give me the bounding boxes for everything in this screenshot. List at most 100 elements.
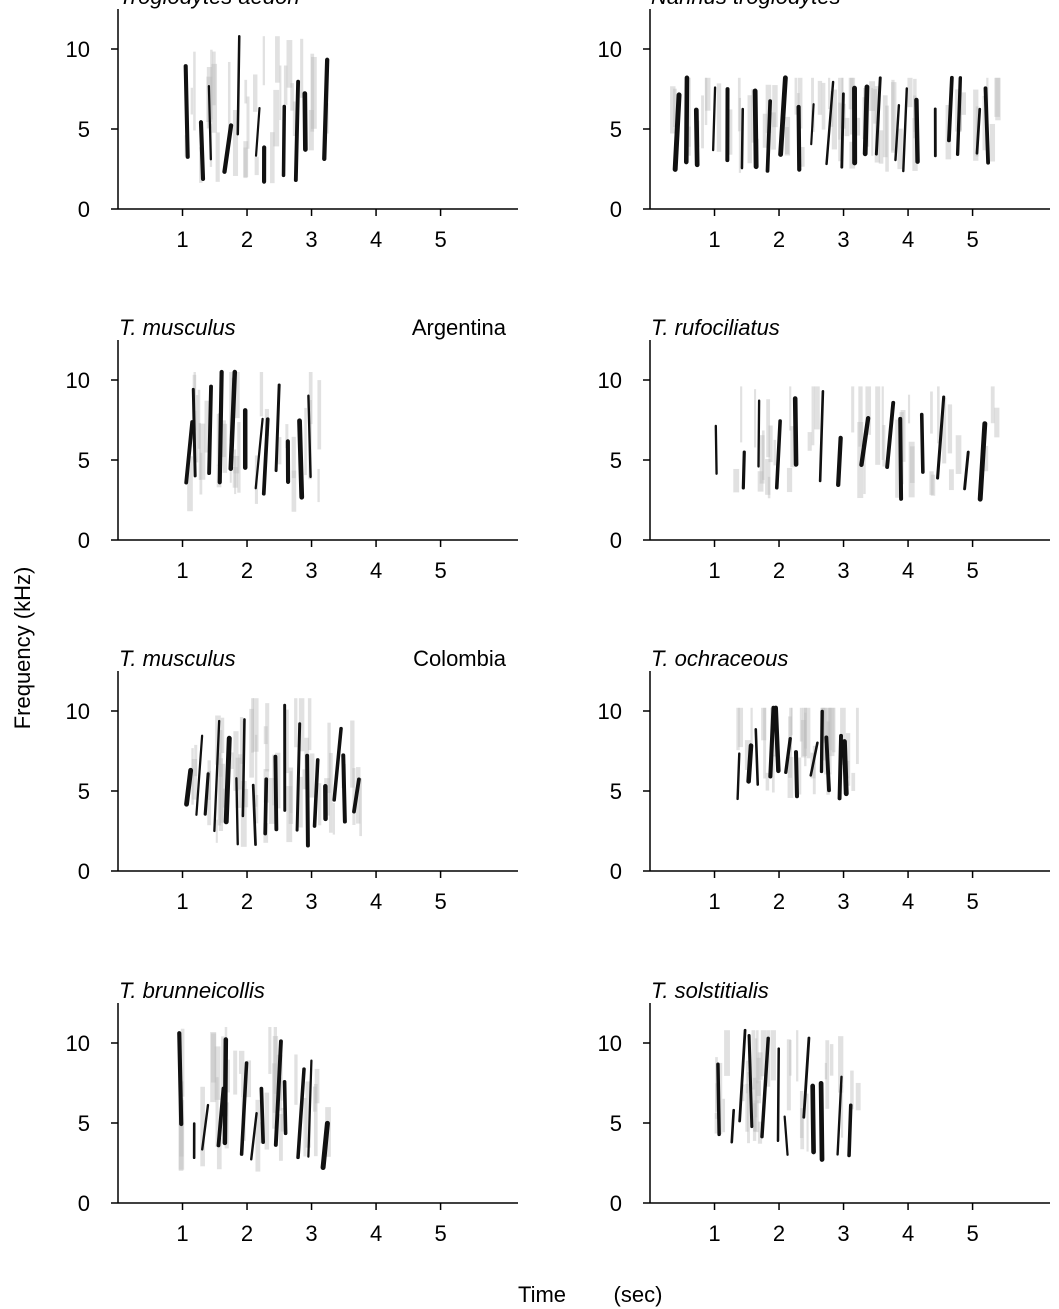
spectrogram-haze [811,386,815,446]
spectrogram-haze [754,1038,758,1118]
spectrogram-note [765,99,773,173]
spectrogram-haze [771,112,776,150]
spectrogram-note [792,396,799,467]
spectrogram-haze [851,772,856,791]
spectrogram-note [963,450,970,491]
spectrogram-note [914,97,920,164]
spectrogram-note [177,1031,184,1127]
spectrogram-haze [255,1099,261,1172]
spectrogram-haze [752,1077,757,1141]
spectrogram-note [207,384,213,476]
x-tick-label: 4 [370,1221,382,1246]
spectrogram-haze [760,1030,767,1077]
spectrogram-haze [272,1036,279,1113]
spectrogram-haze [232,467,238,488]
spectrogram-haze [855,1082,861,1111]
spectrogram-haze [234,372,240,419]
spectrogram-haze [761,707,767,741]
spectrogram-note [824,735,831,793]
spectrogram-haze [215,1077,219,1147]
spectrogram-note [295,722,302,832]
panels: 051012345Troglodytes aedon051012345Nannu… [66,0,1050,1246]
x-tick-label: 5 [434,227,446,252]
spectrogram-haze [854,117,861,136]
x-tick-label: 3 [305,1221,317,1246]
spectrogram-haze [827,707,833,751]
spectrogram-haze [273,89,280,147]
spectrogram-haze [272,754,275,806]
spectrogram-haze [232,110,239,176]
spectrogram-haze [243,147,248,179]
x-tick-label: 1 [708,889,720,914]
spectrogram-haze [825,1040,830,1109]
spectrogram-haze [838,1036,844,1093]
spectrogram-haze [289,771,293,814]
spectrogram-note [250,1111,258,1161]
spectrogram-haze [757,1052,763,1080]
x-tick-label: 1 [176,1221,188,1246]
spectrogram-note [222,123,234,174]
spectrogram-haze [286,786,293,843]
spectrogram-haze [784,116,791,156]
spectrogram-haze [973,89,979,161]
x-tick-label: 5 [434,1221,446,1246]
spectrogram-haze [800,1108,805,1150]
spectrogram-haze [251,698,254,753]
spectrogram-haze [277,437,282,465]
spectrogram-note [693,107,700,168]
spectrogram-haze [738,707,744,748]
spectrogram-haze [838,102,842,162]
spectrogram-haze [318,783,322,826]
spectrogram-haze [929,471,934,495]
spectrogram-note [818,1080,825,1162]
spectrogram-note [672,92,682,172]
spectrogram-haze [763,707,767,779]
spectrogram-haze [909,446,915,483]
spectrogram-haze [765,772,770,791]
spectrogram-note [273,754,279,832]
spectrogram-note [825,80,835,166]
x-tick-label: 5 [966,227,978,252]
spectrogram-haze [942,398,947,464]
spectrogram-haze [897,128,903,170]
spectrogram-haze [359,778,363,837]
y-tick-label: 10 [66,1031,90,1056]
spectrogram-note [302,91,308,152]
spectrogram-note [955,76,963,157]
spectrogram-haze [279,65,282,121]
spectrogram-note [754,727,760,786]
spectrogram-haze [246,96,250,149]
spectrogram-haze [259,372,264,417]
spectrogram-note [332,726,343,802]
spectrogram-haze [288,767,294,824]
spectrogram-haze [828,707,835,757]
x-tick-label: 3 [837,889,849,914]
spectrogram-haze [187,456,193,512]
spectrogram-haze [290,83,294,111]
spectrogram-panel: 0 5 10 1 2 3 4 5 T. musculus Argentina [66,315,518,583]
x-axis-label-unit: (sec) [614,1282,663,1307]
spectrogram-haze [215,819,218,843]
spectrogram-haze [794,77,798,115]
y-tick-label: 10 [66,37,90,62]
spectrogram-haze [218,730,223,777]
spectrogram-haze [900,410,906,462]
spectrogram-note [320,1120,330,1171]
spectrogram-haze [252,698,259,752]
spectrogram-haze [199,452,203,495]
x-tick-label: 3 [305,227,317,252]
spectrogram-note [195,734,204,816]
spectrogram-haze [907,394,911,424]
spectrogram-note [216,1086,226,1148]
x-tick-label: 1 [708,558,720,583]
spectrogram-haze [878,130,884,164]
spectrogram-haze [285,424,289,449]
spectrogram-haze [304,407,307,476]
spectrogram-haze [800,719,807,758]
spectrogram-haze [291,436,296,479]
spectrogram-haze [850,1070,854,1110]
spectrogram-haze [704,77,708,126]
spectrogram-haze [828,77,831,110]
spectrogram-haze [210,1032,217,1103]
y-tick-label: 5 [610,448,622,473]
